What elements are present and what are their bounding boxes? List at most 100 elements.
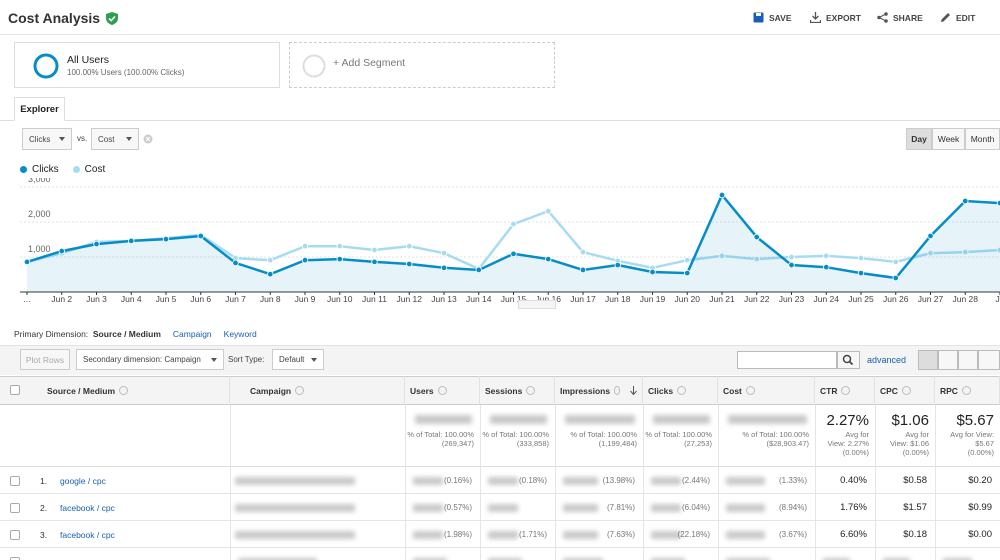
column-header[interactable]: CPC <box>875 376 935 405</box>
row-percent: (0.57%) <box>443 503 472 512</box>
row-value: 6.60% <box>840 529 867 540</box>
chart-resize-handle[interactable] <box>518 300 556 309</box>
search-input[interactable] <box>737 351 837 369</box>
explorer-tab[interactable]: Explorer <box>14 97 65 121</box>
secondary-dimension-dropdown[interactable]: Secondary dimension: Campaign <box>76 349 224 370</box>
column-header[interactable]: Impressions <box>555 376 643 405</box>
row-checkbox[interactable] <box>10 530 20 540</box>
dropdown-label: Clicks <box>29 134 51 144</box>
data-point <box>510 250 517 258</box>
dimension-option[interactable]: Keyword <box>223 329 257 339</box>
column-header[interactable]: RPC <box>935 376 1000 405</box>
day-button[interactable]: Day <box>906 128 932 150</box>
data-point <box>857 254 865 262</box>
dropdown-label: Secondary dimension: Campaign <box>83 355 201 364</box>
column-header[interactable]: Clicks <box>643 376 718 405</box>
column-header[interactable]: Campaign <box>230 376 405 405</box>
view-button[interactable] <box>978 350 1000 370</box>
metric-dropdown[interactable]: Cost <box>91 128 139 150</box>
legend-label: Clicks <box>32 164 59 175</box>
dropdown-label: Default <box>279 355 305 364</box>
segment-card[interactable]: All Users 100.00% Users (100.00% Clicks) <box>14 42 280 88</box>
data-point <box>128 237 135 245</box>
data-point <box>406 242 413 250</box>
data-point <box>93 240 100 248</box>
row-percent: (3.67%) <box>778 530 807 539</box>
search-icon <box>842 354 854 366</box>
y-tick-label: 3,000 <box>28 178 51 184</box>
view-button[interactable] <box>958 350 978 370</box>
data-point <box>267 270 274 278</box>
caret <box>126 137 132 141</box>
tab-line <box>0 120 1000 121</box>
share-button[interactable]: SHARE <box>877 12 923 23</box>
data-point <box>962 197 969 205</box>
export-button[interactable]: EXPORT <box>810 12 861 23</box>
data-point <box>684 256 691 264</box>
column-header[interactable]: Users <box>405 376 480 405</box>
data-point <box>718 252 726 260</box>
x-tick-label: Jun 11 <box>362 294 387 304</box>
month-button[interactable]: Month <box>965 128 1000 150</box>
header-row-bg <box>0 376 1000 405</box>
sort-arrow-icon <box>630 386 637 396</box>
row-checkbox[interactable] <box>10 476 20 486</box>
x-tick-label: Jun 22 <box>744 294 770 304</box>
x-tick-label: Jun 25 <box>848 294 874 304</box>
column-divider <box>405 405 406 560</box>
save-button[interactable]: SAVE <box>753 12 792 23</box>
column-header[interactable]: Source / Medium <box>27 376 230 405</box>
data-point <box>197 232 204 240</box>
search-button[interactable] <box>837 351 860 369</box>
x-tick-label: … <box>23 294 32 304</box>
data-point <box>753 233 760 241</box>
data-table: Source / Medium Campaign Users Sessions Impr… <box>0 376 1000 560</box>
row-checkbox[interactable] <box>10 503 20 513</box>
source-link[interactable]: google / cpc <box>60 476 106 486</box>
x-tick-label: Jun 16 <box>535 294 561 304</box>
column-header[interactable]: Cost <box>718 376 815 405</box>
metric-dropdown[interactable]: Clicks <box>22 128 72 150</box>
column-header[interactable]: Sessions <box>480 376 555 405</box>
week-button[interactable]: Week <box>932 128 965 150</box>
total-value: $5.67 <box>956 412 994 429</box>
row-percent: (1.33%) <box>778 476 807 485</box>
edit-button[interactable]: EDIT <box>940 12 975 23</box>
x-tick-label: Jun 21 <box>709 294 735 304</box>
row-value: $0.20 <box>968 475 992 486</box>
blurred-value <box>726 504 765 512</box>
view-button[interactable] <box>938 350 958 370</box>
blurred-value <box>651 477 681 485</box>
select-all-checkbox[interactable] <box>10 385 20 395</box>
total-note: % of Total: 100.00% ($28,903.47) <box>742 430 809 448</box>
remove-metric[interactable] <box>143 134 153 144</box>
sort-dropdown[interactable]: Default <box>272 349 324 370</box>
x-tick-label: Jun 8 <box>260 294 281 304</box>
advanced-link[interactable]: advanced <box>867 355 907 365</box>
data-point <box>857 269 865 277</box>
segment-circle <box>33 53 59 79</box>
row-percent: (1.98%) <box>443 530 472 539</box>
blurred-value <box>651 504 681 512</box>
add-segment-label: + Add Segment <box>333 57 406 69</box>
total-value: 2.27% <box>826 412 869 429</box>
dimension-option[interactable]: Campaign <box>172 329 212 339</box>
add-segment[interactable]: + Add Segment <box>289 42 555 88</box>
source-link[interactable]: facebook / cpc <box>60 530 115 540</box>
totals-row <box>0 405 1000 467</box>
source-link[interactable]: facebook / cpc <box>60 503 115 513</box>
dimension-active[interactable]: Source / Medium <box>92 329 161 339</box>
blurred-value <box>488 558 522 560</box>
dimension-bar: Primary Dimension: Source / Medium Campa… <box>14 329 257 339</box>
row-checkbox[interactable] <box>10 557 20 560</box>
plot-rows-button[interactable]: Plot Rows <box>20 349 70 370</box>
column-header[interactable]: CTR <box>815 376 875 405</box>
x-tick-label: Jun 5 <box>156 294 177 304</box>
row-value: $0.99 <box>968 502 992 513</box>
edit-icon <box>941 13 950 22</box>
view-button[interactable] <box>918 350 938 370</box>
data-point <box>649 268 656 276</box>
view-switcher <box>918 350 1000 370</box>
row-value: 0.40% <box>840 475 867 486</box>
